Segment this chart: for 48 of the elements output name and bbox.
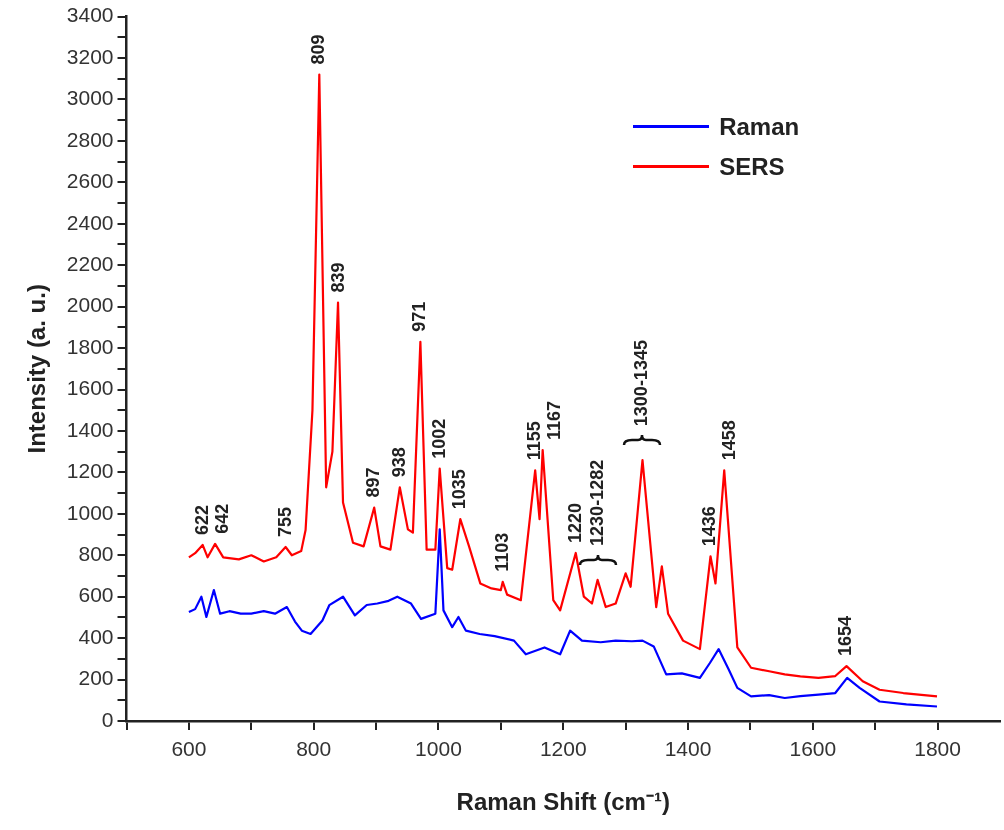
y-tick-label: 2200 xyxy=(66,252,114,276)
annotation: 809 xyxy=(308,34,329,65)
annotation: 622 xyxy=(191,504,212,535)
x-tick-label: 1000 xyxy=(415,737,462,761)
annotation: 839 xyxy=(328,262,349,293)
annotation: 755 xyxy=(274,506,295,537)
x-axis-title: Raman Shift (cm⁻¹) xyxy=(456,788,670,816)
y-tick-label: 3400 xyxy=(66,3,114,27)
y-tick-label: 600 xyxy=(78,583,114,607)
y-tick-label: 200 xyxy=(78,666,114,690)
y-tick-label: 400 xyxy=(78,624,114,648)
y-tick-label: 1600 xyxy=(66,376,114,400)
y-tick-label: 1800 xyxy=(66,334,114,358)
y-tick-label: 2000 xyxy=(66,293,114,317)
x-tick-label: 800 xyxy=(296,737,332,761)
annotation: 1654 xyxy=(835,616,856,657)
y-tick-label: 3200 xyxy=(66,44,114,68)
y-tick-label: 2400 xyxy=(66,210,114,234)
x-tick-label: 600 xyxy=(171,737,207,761)
annotation: 1103 xyxy=(491,532,512,572)
annotation: 1155 xyxy=(524,421,545,461)
y-tick-label: 1000 xyxy=(66,500,114,524)
y-tick-label: 0 xyxy=(101,707,114,731)
annotation: 642 xyxy=(211,503,232,534)
annotation: 1436 xyxy=(699,506,720,547)
x-tick-label: 1200 xyxy=(539,737,587,761)
annotation: 1002 xyxy=(429,418,450,459)
annotation: 1167 xyxy=(544,400,565,441)
annotation: 971 xyxy=(409,301,430,332)
legend-label: SERS xyxy=(719,152,785,181)
x-tick-label: 1800 xyxy=(914,737,961,761)
annotation: 1230-1282 xyxy=(586,459,607,546)
y-axis-title: Intensity (a. u.) xyxy=(23,284,51,454)
y-tick-label: 3000 xyxy=(66,86,114,110)
y-tick-label: 1400 xyxy=(66,417,114,441)
legend-label: Raman xyxy=(719,112,800,141)
y-tick-label: 2600 xyxy=(66,169,114,193)
y-tick-label: 800 xyxy=(78,542,114,566)
annotation: 897 xyxy=(363,467,384,498)
annotation: 938 xyxy=(388,447,409,478)
annotation: 1300-1345 xyxy=(631,340,652,427)
annotation: 1220 xyxy=(564,502,585,543)
annotation: 1035 xyxy=(449,469,470,510)
y-tick-label: 1200 xyxy=(66,459,114,483)
x-tick-label: 1600 xyxy=(789,737,837,761)
annotation: 1458 xyxy=(719,420,740,461)
y-tick-label: 2800 xyxy=(66,127,114,151)
x-tick-label: 1400 xyxy=(664,737,712,761)
